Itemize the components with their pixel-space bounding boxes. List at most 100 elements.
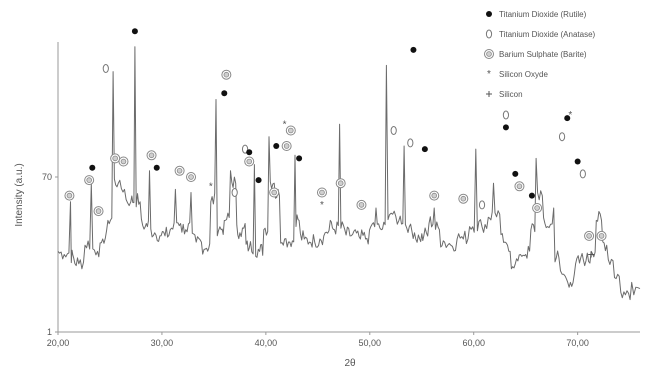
- peak-marker: [429, 190, 440, 201]
- peak-annotations: * * * *: [64, 28, 607, 258]
- barite-marker-inner: [283, 143, 290, 149]
- barite-marker-inner: [337, 180, 344, 187]
- peak-marker: [390, 126, 397, 135]
- anatase-marker-ring: [558, 132, 566, 142]
- silicon-oxyde-marker-star: *: [320, 200, 324, 211]
- legend-label: Barium Sulphate (Barite): [499, 50, 587, 59]
- legend-entry: Titanium Dioxide (Anatase): [485, 29, 596, 39]
- barite-marker-inner: [271, 189, 277, 196]
- legend-label: Titanium Dioxide (Anatase): [499, 30, 596, 39]
- x-tick-label: 20,00: [47, 338, 70, 348]
- peak-marker: [273, 143, 280, 149]
- legend-marker: [486, 91, 492, 97]
- barite-marker-inner: [287, 127, 294, 134]
- rutile-marker-dot: [421, 146, 428, 153]
- peak-marker: *: [568, 110, 572, 121]
- legend-label: Silicon: [499, 90, 523, 99]
- peak-marker: [502, 110, 510, 120]
- peak-marker: [478, 200, 486, 210]
- y-tick-label: 70: [42, 172, 52, 182]
- x-axis-label: 2θ: [344, 358, 356, 369]
- anatase-marker-ring: [390, 126, 397, 135]
- peak-marker: [588, 251, 595, 258]
- silicon-oxyde-marker-star: *: [283, 119, 287, 130]
- rutile-marker-dot: [246, 149, 253, 156]
- anatase-marker-ring: [579, 169, 586, 179]
- legend-marker: [485, 29, 493, 39]
- rutile-marker-dot: [89, 164, 96, 171]
- rutile-marker-dot: [512, 170, 519, 177]
- peak-marker: [285, 125, 296, 136]
- legend-entry: * Silicon Oxyde: [487, 69, 548, 80]
- peak-marker: [221, 90, 228, 97]
- rutile-marker-dot: [255, 177, 262, 184]
- barite-marker-inner: [460, 195, 467, 202]
- y-axis-label: Intensity (a.u.): [14, 163, 25, 226]
- peak-marker: [84, 175, 95, 186]
- rutile-marker-dot: [153, 164, 160, 171]
- peak-marker: [131, 28, 138, 35]
- barite-marker-inner: [86, 177, 92, 183]
- peak-marker: [316, 187, 327, 198]
- peak-marker: [231, 188, 238, 197]
- silicon-oxyde-marker-star: *: [568, 110, 572, 121]
- barite-marker-inner: [120, 158, 127, 165]
- x-tick-label: 70,00: [566, 338, 589, 348]
- barite-marker-inner: [431, 192, 438, 199]
- peak-marker: [296, 155, 303, 162]
- axes: 20,00 30,00 40,00 50,00 60,00 70,00 1 70: [42, 42, 640, 348]
- peak-marker: [421, 146, 428, 153]
- y-tick-label: 1: [47, 327, 52, 337]
- anatase-marker-ring: [478, 200, 486, 210]
- peak-marker: [281, 141, 292, 151]
- rutile-marker-dot: [221, 90, 228, 97]
- peak-marker: [458, 193, 469, 204]
- peak-marker: [221, 69, 232, 80]
- legend-entry: Titanium Dioxide (Rutile): [486, 10, 587, 19]
- anatase-marker-ring: [502, 110, 510, 120]
- peak-marker: [93, 206, 104, 217]
- x-tick-label: 60,00: [462, 338, 485, 348]
- anatase-marker-ring: [102, 64, 109, 73]
- rutile-marker-dot: [502, 124, 509, 131]
- anatase-marker-ring: [231, 188, 238, 197]
- legend-marker: [484, 49, 494, 59]
- barite-marker-inner: [112, 155, 118, 162]
- peak-marker: *: [320, 200, 324, 211]
- peak-marker: [584, 230, 595, 241]
- legend-marker: *: [487, 69, 491, 80]
- peak-marker: [532, 203, 543, 213]
- barite-marker-inner: [534, 205, 540, 211]
- legend: Titanium Dioxide (Rutile) Titanium Dioxid…: [484, 10, 596, 99]
- peak-marker: [407, 138, 414, 148]
- peak-marker: [246, 149, 253, 156]
- peak-marker: [335, 178, 346, 189]
- peak-marker: [255, 177, 262, 184]
- peak-marker: [110, 153, 121, 164]
- diffraction-trace: [57, 46, 641, 301]
- peak-marker: [244, 156, 255, 167]
- rutile-marker-dot: [486, 11, 492, 17]
- peak-marker: [89, 164, 96, 171]
- peak-marker: [118, 156, 129, 167]
- x-tick-label: 40,00: [255, 338, 278, 348]
- peak-marker: [574, 158, 581, 165]
- barite-marker-inner: [358, 202, 365, 208]
- peak-marker: [174, 165, 185, 176]
- rutile-marker-dot: [410, 46, 417, 53]
- x-tick-label: 50,00: [359, 338, 382, 348]
- anatase-marker-ring: [407, 138, 414, 148]
- barite-marker-inner: [319, 189, 325, 196]
- peak-marker: [410, 46, 417, 53]
- rutile-marker-dot: [574, 158, 581, 165]
- plot-area: [57, 46, 641, 301]
- peak-marker: [64, 190, 75, 201]
- barite-marker-inner: [66, 192, 73, 199]
- rutile-marker-dot: [564, 115, 571, 122]
- barite-marker-inner: [148, 152, 155, 159]
- peak-marker: [502, 124, 509, 131]
- peak-marker: [356, 199, 367, 210]
- anatase-marker-ring: [485, 29, 493, 39]
- rutile-marker-dot: [131, 28, 138, 35]
